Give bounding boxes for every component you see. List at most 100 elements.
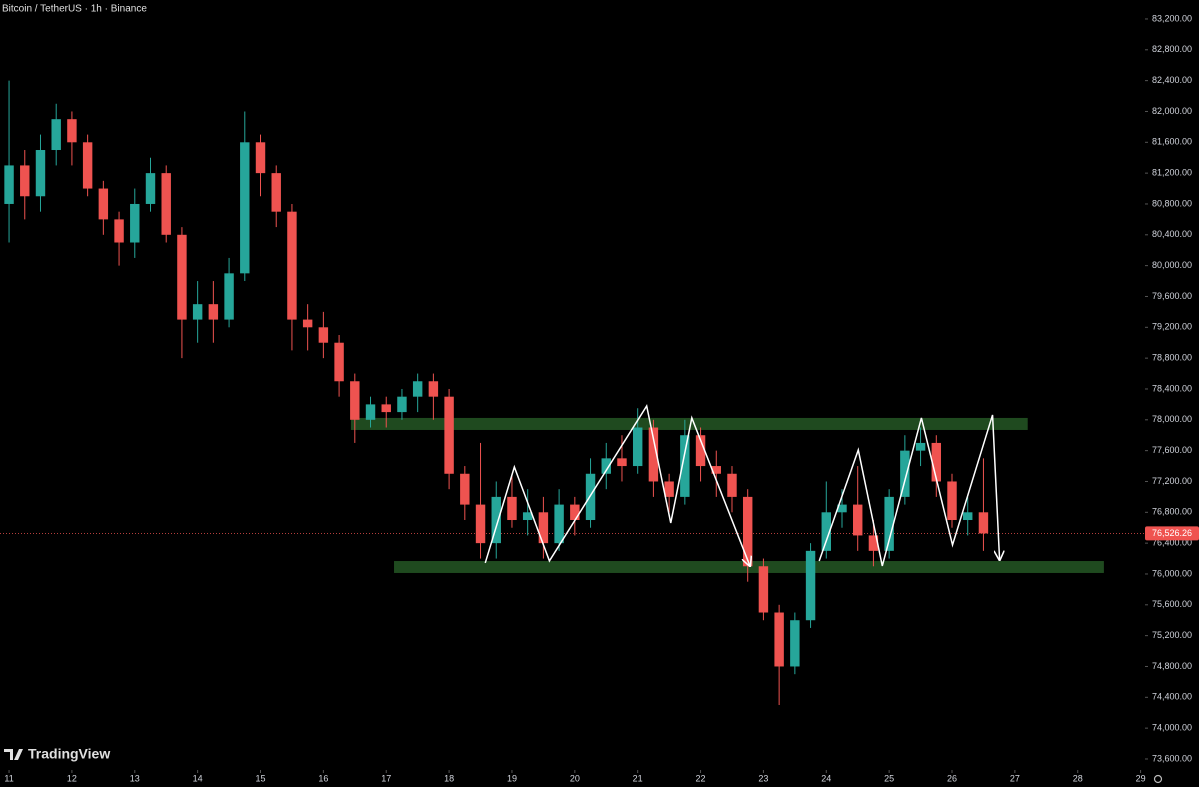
candle-body — [774, 612, 784, 667]
candle-body — [145, 173, 156, 204]
candle-body — [900, 450, 910, 497]
candle-body — [915, 442, 926, 451]
candle-body — [98, 188, 109, 220]
y-tick-label: 78,400.00 — [1152, 383, 1192, 393]
candle-body — [51, 119, 61, 151]
candle-body — [428, 381, 439, 397]
candle-body — [648, 427, 659, 482]
y-tick-label: 80,000.00 — [1152, 260, 1192, 270]
candle-body — [35, 150, 46, 197]
candle-body — [884, 496, 894, 551]
candle-body — [522, 512, 533, 521]
x-tick-label: 25 — [884, 773, 894, 783]
y-tick-label: 83,200.00 — [1152, 13, 1192, 23]
candle-body — [255, 142, 266, 174]
y-tick-label: 76,000.00 — [1152, 568, 1192, 578]
candle-body — [20, 165, 30, 197]
candle-body — [758, 566, 769, 613]
candle-body — [963, 512, 973, 521]
y-tick-label: 77,600.00 — [1152, 445, 1192, 455]
candle-body — [4, 165, 14, 204]
candle-body — [82, 142, 93, 189]
candle-body — [664, 481, 674, 497]
candle-body — [632, 427, 643, 467]
candle-body — [192, 304, 203, 320]
candle-body — [318, 327, 329, 343]
x-tick-label: 11 — [4, 773, 13, 783]
candle-body — [397, 396, 407, 413]
candle-body — [271, 173, 281, 212]
x-tick-label: 21 — [633, 773, 643, 783]
y-tick-label: 82,000.00 — [1152, 106, 1192, 116]
candle-body — [617, 458, 627, 467]
x-tick-label: 12 — [67, 773, 77, 783]
x-tick-label: 26 — [947, 773, 957, 783]
candle-body — [334, 342, 344, 382]
logo-icon — [4, 749, 23, 760]
candle-body — [947, 481, 957, 521]
candle-body — [460, 473, 470, 505]
y-tick-label: 79,200.00 — [1152, 322, 1192, 332]
candle-body — [742, 496, 753, 567]
candle-body — [475, 504, 486, 544]
y-tick-label: 80,800.00 — [1152, 198, 1192, 208]
candle-body — [680, 435, 690, 497]
candle-body — [711, 466, 721, 474]
x-tick-label: 13 — [130, 773, 140, 783]
x-tick-label: 16 — [318, 773, 328, 783]
y-tick-label: 75,600.00 — [1152, 599, 1192, 609]
candle-body — [727, 473, 737, 497]
candle-body — [444, 396, 454, 474]
x-tick-label: 14 — [193, 773, 203, 783]
chart-title: Bitcoin / TetherUS · 1h · Binance — [2, 4, 147, 15]
x-tick-label: 20 — [570, 773, 580, 783]
x-tick-label: 17 — [381, 773, 391, 783]
candle-body — [491, 496, 501, 544]
candle-body — [837, 504, 847, 513]
y-tick-label: 77,200.00 — [1152, 476, 1192, 486]
y-tick-label: 81,600.00 — [1152, 137, 1192, 147]
y-tick-label: 76,400.00 — [1152, 538, 1192, 548]
candle-body — [224, 273, 234, 320]
y-tick-label: 78,800.00 — [1152, 353, 1192, 363]
candle-body — [695, 435, 706, 467]
candle-body — [554, 504, 564, 544]
candle-body — [412, 381, 423, 397]
y-tick-label: 81,200.00 — [1152, 168, 1192, 178]
watermark: TradingView — [28, 746, 110, 762]
candle-body — [821, 512, 831, 551]
x-tick-label: 18 — [444, 773, 454, 783]
candle-body — [790, 620, 800, 667]
y-tick-label: 82,400.00 — [1152, 75, 1192, 85]
zigzag-drawing — [484, 403, 750, 566]
x-tick-label: 27 — [1010, 773, 1020, 783]
x-tick-label: 15 — [255, 773, 265, 783]
candle-body — [507, 496, 517, 521]
candle-body — [805, 550, 816, 621]
candle-body — [538, 512, 549, 544]
y-tick-label: 76,800.00 — [1152, 507, 1192, 517]
zigzag-drawing — [818, 414, 999, 567]
y-tick-label: 78,000.00 — [1152, 414, 1192, 424]
x-tick-label: 28 — [1073, 773, 1083, 783]
candle-body — [114, 219, 124, 243]
x-tick-label: 19 — [507, 773, 517, 783]
candle-body — [852, 504, 863, 536]
x-tick-label: 22 — [696, 773, 706, 783]
candle-body — [381, 404, 391, 413]
candle-body — [601, 458, 611, 474]
candle-body — [177, 234, 187, 320]
x-tick-label: 24 — [821, 773, 831, 783]
candle-body — [287, 211, 297, 320]
y-tick-label: 74,800.00 — [1152, 661, 1192, 671]
y-tick-label: 79,600.00 — [1152, 291, 1192, 301]
candle-body — [240, 142, 250, 274]
candle-body — [978, 512, 989, 534]
y-tick-label: 73,600.00 — [1152, 753, 1192, 763]
last-price-box — [1145, 526, 1199, 541]
y-tick-label: 80,400.00 — [1152, 229, 1192, 239]
candle-body — [570, 504, 580, 521]
settings-icon[interactable] — [1153, 774, 1163, 784]
